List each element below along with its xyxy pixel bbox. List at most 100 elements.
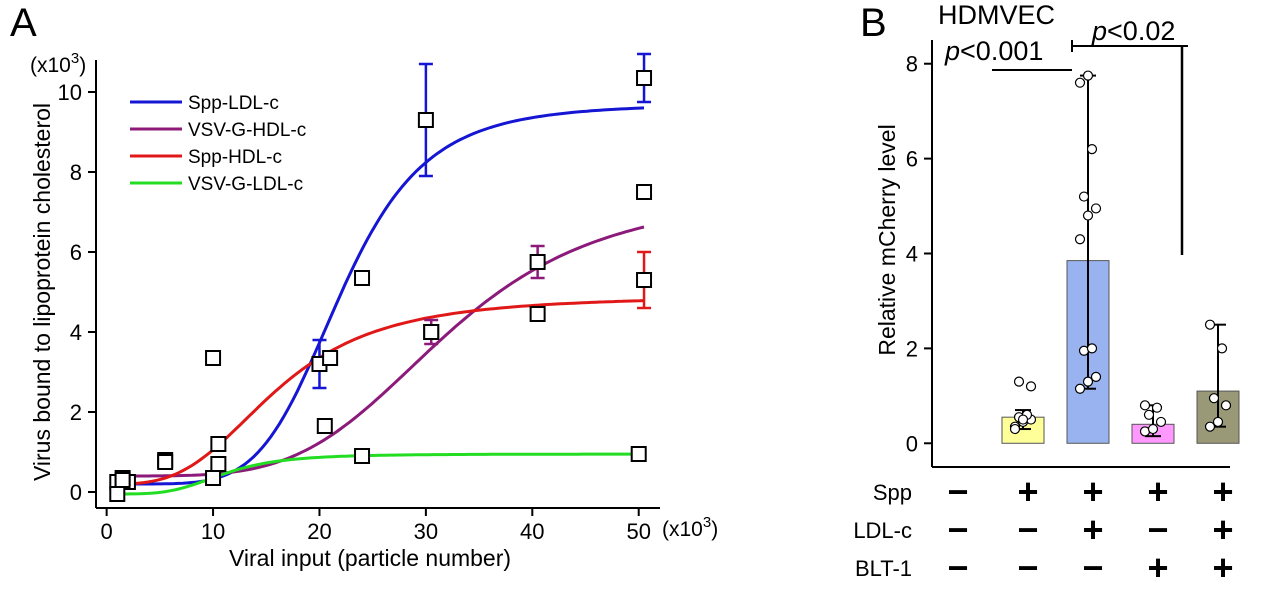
data-point xyxy=(205,470,222,486)
dot-point xyxy=(1082,70,1094,81)
y-multiplier-prefix: (x10 xyxy=(30,54,71,77)
dot-point xyxy=(1204,319,1216,330)
dot-point xyxy=(1025,381,1037,392)
legend-label: Spp-LDL-c xyxy=(188,93,279,114)
data-point xyxy=(114,472,131,488)
panel-b-y-tick-label: 4 xyxy=(906,242,918,267)
data-point xyxy=(529,306,546,322)
fit-curve xyxy=(117,299,645,486)
dot-point xyxy=(1074,383,1086,394)
y-multiplier-exp: 3 xyxy=(71,50,79,67)
data-point xyxy=(210,456,227,472)
treatment-sign: + xyxy=(1212,509,1233,550)
dot-point xyxy=(1143,409,1155,420)
treatment-sign: − xyxy=(1082,547,1103,588)
dot-point xyxy=(1082,210,1094,221)
y-tick-label: 0 xyxy=(70,480,82,505)
dot-point xyxy=(1208,393,1220,404)
dot-point xyxy=(1086,144,1098,155)
data-point xyxy=(630,446,647,462)
dot-point xyxy=(1009,423,1021,435)
x-tick-label: 10 xyxy=(201,519,225,544)
data-point xyxy=(354,448,371,464)
panel-a: A (x103) (x103) Viral input (particle nu… xyxy=(10,1,718,571)
dot-point xyxy=(1139,400,1151,411)
significance-label: p<0.001 xyxy=(944,36,1043,66)
y-multiplier-close: ) xyxy=(79,54,86,77)
data-point xyxy=(157,454,174,470)
data-point xyxy=(109,486,126,502)
data-point xyxy=(354,270,371,286)
data-point xyxy=(210,436,227,452)
treatment-row-label: Spp xyxy=(873,480,912,505)
panel-b-label: B xyxy=(860,1,887,45)
legend-label: VSV-G-LDL-c xyxy=(188,174,303,195)
dot-point xyxy=(1090,371,1102,382)
dot-point xyxy=(1204,421,1216,432)
panel-b: B HDMVEC Relative mCherry level 0 2 4 6 8 p<0… xyxy=(853,0,1240,588)
treatment-sign: − xyxy=(1147,509,1168,550)
y-tick-label: 6 xyxy=(70,240,82,265)
data-point xyxy=(322,350,339,366)
treatment-sign: + xyxy=(1147,547,1168,588)
data-point xyxy=(316,418,333,434)
treatment-sign: − xyxy=(947,509,968,550)
dot-point xyxy=(1151,402,1163,413)
dot-point xyxy=(1078,191,1090,202)
x-tick-label: 0 xyxy=(101,519,113,544)
dot-point xyxy=(1074,77,1086,88)
x-multiplier-close: ) xyxy=(711,518,718,541)
dot-point xyxy=(1090,203,1102,214)
treatment-sign: + xyxy=(1147,471,1168,512)
y-axis-title: Virus bound to lipoprotein cholesterol xyxy=(29,103,55,481)
dot-point xyxy=(1220,400,1232,411)
dot-point xyxy=(1216,343,1228,354)
data-point xyxy=(205,350,222,366)
treatment-sign: − xyxy=(947,471,968,512)
legend-label: Spp-HDL-c xyxy=(188,147,282,168)
panel-b-y-tick-label: 2 xyxy=(906,336,918,361)
treatment-sign: − xyxy=(1017,547,1038,588)
dot-point xyxy=(1147,423,1159,435)
dot-point xyxy=(1155,416,1167,428)
data-point xyxy=(636,70,653,86)
treatment-sign: + xyxy=(1082,509,1103,550)
significance-label: p<0.02 xyxy=(1091,16,1175,46)
data-point xyxy=(636,184,653,200)
panel-a-label: A xyxy=(10,1,37,45)
x-tick-label: 30 xyxy=(414,519,438,544)
legend-label: VSV-G-HDL-c xyxy=(188,120,306,141)
x-tick-label: 40 xyxy=(520,519,544,544)
dot-point xyxy=(1212,416,1224,428)
treatment-sign: + xyxy=(1212,547,1233,588)
dot-point xyxy=(1013,376,1025,387)
x-multiplier-prefix: (x10 xyxy=(662,518,703,541)
y-multiplier-label: (x103) xyxy=(30,50,86,77)
data-point xyxy=(417,112,434,128)
treatment-sign: + xyxy=(1212,471,1233,512)
x-multiplier-label: (x103) xyxy=(662,514,718,541)
fit-curve xyxy=(117,225,645,478)
treatment-sign: − xyxy=(947,547,968,588)
treatment-row-label: BLT-1 xyxy=(855,556,912,581)
y-tick-label: 4 xyxy=(70,320,82,345)
y-tick-label: 8 xyxy=(70,160,82,185)
treatment-row-label: LDL-c xyxy=(853,518,912,543)
panel-b-y-tick-label: 8 xyxy=(906,52,918,77)
data-point xyxy=(423,324,440,340)
data-point xyxy=(636,272,653,288)
treatment-sign: − xyxy=(1017,509,1038,550)
dot-point xyxy=(1074,234,1086,245)
y-tick-label: 10 xyxy=(58,80,82,105)
panel-b-y-tick-label: 0 xyxy=(906,431,918,456)
treatment-sign: + xyxy=(1082,471,1103,512)
data-point xyxy=(529,254,546,270)
dot-point xyxy=(1086,343,1098,354)
x-tick-label: 20 xyxy=(307,519,331,544)
x-tick-label: 50 xyxy=(626,519,650,544)
panel-b-y-tick-label: 6 xyxy=(906,147,918,172)
panel-b-title: HDMVEC xyxy=(938,0,1055,30)
x-axis-title: Viral input (particle number) xyxy=(229,545,511,571)
